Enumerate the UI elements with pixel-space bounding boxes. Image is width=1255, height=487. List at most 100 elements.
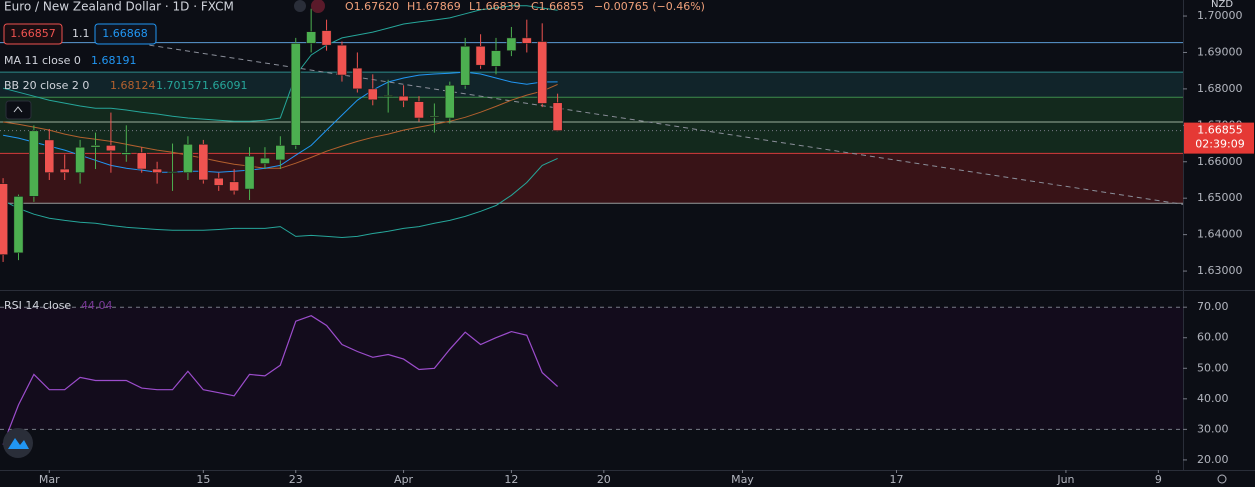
- ask-box[interactable]: [94, 23, 157, 45]
- candle-body: [152, 168, 163, 173]
- y-tick-label: 1.65000: [1197, 191, 1243, 204]
- rsi-legend: RSI 14 close: [4, 299, 71, 312]
- x-tick-label: 17: [889, 473, 903, 486]
- icon[interactable]: [311, 0, 325, 13]
- candle-body: [244, 155, 255, 190]
- chart-title: Euro / New Zealand Dollar · 1D · FXCM: [4, 0, 234, 14]
- candle-body: [552, 102, 563, 131]
- rsi-y-tick-label: 40.00: [1197, 392, 1229, 405]
- rsi-y-tick-label: 60.00: [1197, 331, 1229, 344]
- candle-body: [90, 145, 101, 148]
- ask: 1.66868: [102, 27, 148, 40]
- trendline: [149, 44, 1184, 205]
- x-tick-label: 20: [597, 473, 611, 486]
- candle-body: [521, 37, 532, 44]
- candle-body: [260, 157, 270, 164]
- candle-body: [167, 171, 178, 174]
- ohlc-high: H1.67869: [407, 0, 461, 13]
- bb-upper: [2, 5, 558, 122]
- ohlc-open: O1.67620: [345, 0, 399, 13]
- bb-upper-value: 1.70157: [156, 79, 202, 92]
- zone: [0, 97, 1183, 154]
- candle-body: [506, 37, 517, 51]
- y-tick-label: 1.70000: [1197, 9, 1243, 22]
- overlay-layer: Euro / New Zealand Dollar · 1D · FXCM O1…: [3, 0, 1233, 484]
- candle-body: [337, 44, 347, 76]
- candle-body: [59, 168, 70, 173]
- candle-body: [352, 67, 363, 90]
- rsi-y-tick-label: 50.00: [1197, 361, 1229, 374]
- y-tick-label: 1.68000: [1197, 82, 1243, 95]
- spread: 1.1: [72, 27, 90, 40]
- candle-body: [13, 196, 24, 254]
- candle-body: [105, 145, 116, 152]
- x-tick-label: 15: [196, 473, 210, 486]
- rsi-y-tick-label: 20.00: [1197, 453, 1229, 466]
- candle-body: [537, 41, 548, 104]
- candle-body: [383, 95, 394, 97]
- x-tick-label: May: [731, 473, 754, 486]
- candle-body: [44, 139, 55, 173]
- bid: 1.66857: [10, 27, 56, 40]
- candle-body: [75, 146, 86, 173]
- x-tick-label: 9: [1155, 473, 1162, 486]
- candle-body: [290, 43, 301, 146]
- candle-body: [414, 101, 424, 119]
- settings-icon[interactable]: [1217, 474, 1227, 484]
- x-tick-label: 12: [504, 473, 518, 486]
- zone: [0, 153, 1183, 204]
- zone: [0, 72, 1183, 98]
- ma-value: 1.68191: [91, 54, 137, 67]
- candle-body: [367, 88, 378, 101]
- icon[interactable]: [294, 0, 306, 12]
- bb-lower-value: 1.66091: [202, 79, 248, 92]
- candle-body: [429, 115, 440, 118]
- ohlc-low: L1.66839: [469, 0, 521, 13]
- candle-body: [229, 181, 240, 192]
- candle-body: [28, 130, 39, 197]
- ohlc-close: C1.66855: [531, 0, 584, 13]
- x-tick-label: Mar: [39, 473, 60, 486]
- currency: NZD: [1211, 0, 1233, 10]
- collapse-button[interactable]: [5, 100, 32, 120]
- candle-body: [213, 177, 224, 186]
- y-tick-label: 1.64000: [1197, 228, 1243, 241]
- candle-body: [275, 145, 286, 161]
- ma-legend: MA 11 close 0: [4, 54, 81, 67]
- last-price-box: [1184, 122, 1254, 154]
- countdown: 02:39:09: [1195, 138, 1244, 151]
- rsi-y-tick-label: 70.00: [1197, 300, 1229, 313]
- collapse-icon: [13, 106, 23, 113]
- ohlc-change: −0.00765 (−0.46%): [594, 0, 705, 13]
- x-tick-label: 23: [289, 473, 303, 486]
- candle-body: [321, 30, 332, 46]
- candle-body: [460, 45, 471, 86]
- logo-icon: [8, 438, 29, 449]
- y-tick-label: 1.69000: [1197, 45, 1243, 58]
- y-tick-label: 1.66000: [1197, 155, 1243, 168]
- bb-lower: [2, 157, 558, 239]
- candle-body: [136, 152, 147, 170]
- candle-body: [0, 183, 9, 255]
- candle-body: [198, 143, 209, 181]
- bb-legend: BB 20 close 2 0: [4, 79, 89, 92]
- candle-body: [306, 31, 317, 44]
- rsi-line: [2, 315, 559, 445]
- candle-body: [491, 50, 501, 67]
- x-tick-label: Jun: [1056, 473, 1074, 486]
- candle-body: [183, 143, 193, 173]
- rsi-value: 44.04: [81, 299, 113, 312]
- rsi-band-fill: [0, 307, 1183, 430]
- candle-body: [121, 152, 132, 155]
- rsi-y-tick-label: 30.00: [1197, 422, 1229, 435]
- bid-box[interactable]: [3, 23, 63, 45]
- candle-body: [444, 84, 455, 119]
- x-tick-label: Apr: [394, 473, 414, 486]
- candle-body: [475, 45, 486, 66]
- last-price-label: 1.66855: [1197, 124, 1243, 137]
- candle-body: [398, 95, 409, 102]
- bb-basis-value: 1.68124: [110, 79, 156, 92]
